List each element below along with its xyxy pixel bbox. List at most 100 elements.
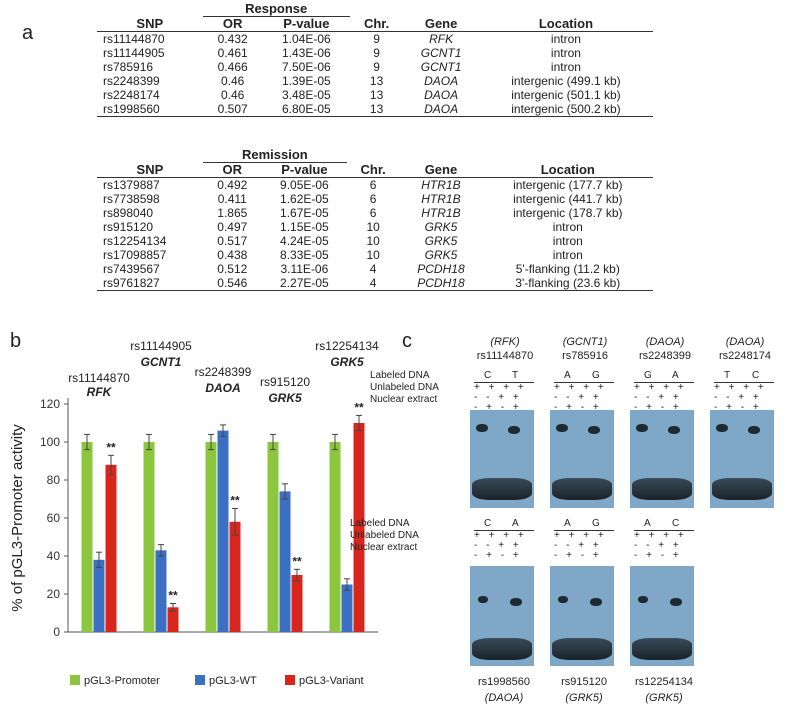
significance-mark: ** [106,440,116,454]
allele-label: G [644,370,652,381]
location-cell: intron [550,46,581,60]
plus-minus-row: - + - + [634,402,682,413]
plus-minus-row: - + - + [714,402,762,413]
bar-pgl3-promoter [267,442,279,632]
or-cell: 0.432 [202,31,263,46]
chr-cell: 4 [369,262,377,276]
pvalue-cell: 1.39E-05 [281,74,331,88]
or-cell: 0.461 [217,46,248,60]
location-cell: intergenic (178.7 kb) [513,206,623,220]
location-cell: intergenic (500.2 kb) [478,102,653,117]
gel-band [590,598,602,606]
bar-pgl3-variant [167,607,179,632]
pvalue-cell: 1.43E-06 [281,46,331,60]
gel-snp-label: rs12254134 [634,676,694,688]
bar-pgl3-wt [341,584,353,632]
col-gene: Gene [424,15,458,31]
snp-cell: rs785916 [103,60,154,74]
chr-cell: 6 [346,177,400,192]
legend-swatch [285,675,295,685]
snp-cell: rs17098857 [103,248,167,262]
allele-label: A [512,518,519,529]
gel-band [716,424,728,432]
response-title: Response [202,2,350,17]
gel-gene-label: (GRK5) [565,692,603,704]
bar-pgl3-promoter [81,442,93,632]
gel-free-probe [552,638,612,660]
snp-cell: rs7439567 [103,262,160,276]
gene-cell: GCNT1 [420,60,462,74]
chr-cell: 9 [349,31,404,46]
gel-image [710,410,774,508]
bar-pgl3-promoter [143,442,155,632]
location-cell: intron [550,60,581,74]
location-cell: intergenic (501.1 kb) [511,88,621,102]
bar-chart: 0 20 40 60 80 100 120 % of pGL3-Promoter activi… [9,339,379,687]
gel-image [630,566,694,666]
snp-cell: rs11144905 [103,46,165,60]
snp-cell: rs2248399 [103,74,160,88]
gel-free-probe [712,478,772,500]
plus-minus-row: + + + + [474,530,527,541]
or-cell: 0.497 [217,220,248,234]
allele-label: G [592,370,600,381]
pvalue-cell: 1.62E-05 [280,192,329,206]
gel-band [556,424,568,432]
pvalue-cell: 7.50E-06 [281,60,331,74]
gel-divider [634,382,694,383]
plus-minus-row: - - + + [634,540,682,551]
gel-snp-label: rs2248174 [719,350,771,362]
table-row: rs915120 0.497 1.15E-05 10 GRK5 intron [97,220,653,234]
gel-snp-label: rs11144870 [476,350,534,362]
group-snp-label: rs915120 [260,375,310,389]
pvalue-cell: 4.24E-05 [280,234,329,248]
chr-cell: 9 [373,46,380,60]
snp-cell: rs1379887 [97,177,203,192]
snp-cell: rs11144870 [97,31,203,46]
y-tick-label: 20 [47,587,61,601]
legend-label: pGL3-Promoter [84,675,160,687]
chr-cell: 6 [369,192,377,206]
pvalue-cell: 2.27E-05 [261,276,347,291]
table-row: rs1379887 0.492 9.05E-06 6 HTR1B intergenic (… [97,177,653,192]
chr-cell: 10 [366,234,380,248]
significance-mark: ** [230,494,240,508]
snp-cell: rs2248174 [103,88,160,102]
y-axis-label: % of pGL3-Promoter activity [9,424,26,612]
col-chr: Chr. [363,15,390,31]
plus-minus-row: + + + + [474,382,527,393]
table-row: rs785916 0.466 7.50E-06 9 GCNT1 intron [97,60,653,74]
allele-label: C [484,370,492,381]
col-snp: SNP [136,15,164,31]
table-row: rs17098857 0.438 8.33E-05 10 GRK5 intron [97,248,653,262]
significance-mark: ** [292,554,302,568]
snp-cell: rs915120 [103,220,154,234]
table-row: rs1998560 0.507 6.80E-05 13 DAOA intergenic (… [97,102,653,117]
col-pvalue: P-value [283,16,330,31]
bar-pgl3-wt [93,559,105,632]
allele-label: T [512,370,519,381]
col-pvalue: P-value [281,162,328,177]
plus-minus-row: - + - + [634,550,682,561]
table-row: rs7738598 0.411 1.62E-05 6 HTR1B intergenic (… [97,192,653,206]
location-cell: 3'-flanking (23.6 kb) [482,276,653,291]
allele-label: A [672,370,679,381]
plus-minus-row: - + - + [554,550,602,561]
panel-b-label: b [10,330,22,352]
chr-cell: 13 [369,74,384,88]
or-cell: 0.46 [221,88,245,102]
gel-free-probe [632,638,692,660]
gel-band [476,424,488,432]
pvalue-cell: 1.04E-06 [262,31,350,46]
remission-table: Remission SNP OR P-value Chr. Gene Locat… [97,148,653,291]
y-tick-label: 80 [47,473,61,487]
plus-minus-row: - - + + [634,392,682,403]
col-or: OR [222,16,243,31]
col-chr: Chr. [360,161,386,177]
allele-label: A [564,518,571,529]
plus-minus-row: + + + + [554,530,607,541]
bar-pgl3-promoter [329,442,341,632]
or-cell: 0.546 [202,276,262,291]
gene-cell: DAOA [424,74,459,88]
gel-divider [554,382,614,383]
